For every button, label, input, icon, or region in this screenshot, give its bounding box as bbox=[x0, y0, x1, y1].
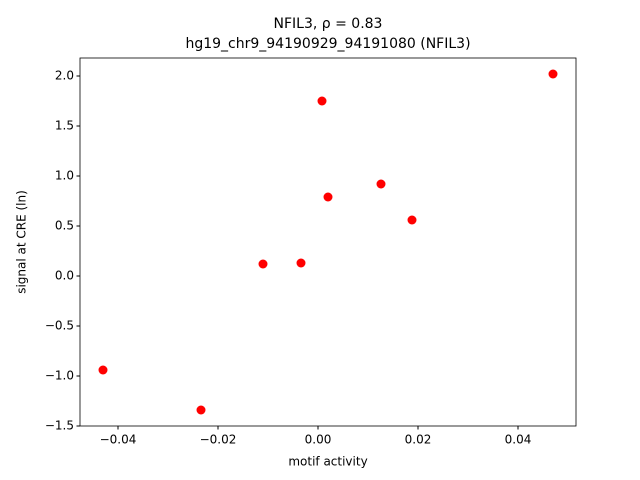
chart-subtitle: hg19_chr9_94190929_94191080 (NFIL3) bbox=[185, 36, 470, 52]
y-tick-label: 2.0 bbox=[55, 69, 74, 83]
point bbox=[98, 365, 108, 375]
x-tick-label: −0.02 bbox=[200, 433, 237, 447]
plot-frame bbox=[79, 57, 577, 427]
y-axis-label: signal at CRE (ln) bbox=[15, 190, 29, 294]
x-tick-label: 0.00 bbox=[305, 433, 332, 447]
y-tick-label: −1.5 bbox=[45, 419, 74, 433]
point bbox=[376, 179, 386, 189]
y-tick-label: 1.5 bbox=[55, 119, 74, 133]
x-tick-label: 0.02 bbox=[405, 433, 432, 447]
point bbox=[296, 258, 306, 268]
y-tick-label: 1.0 bbox=[55, 169, 74, 183]
x-tick-label: 0.04 bbox=[505, 433, 532, 447]
point bbox=[258, 259, 268, 269]
point bbox=[317, 96, 327, 106]
point bbox=[323, 192, 333, 202]
y-tick-label: 0.5 bbox=[55, 219, 74, 233]
y-tick-label: 0.0 bbox=[55, 269, 74, 283]
y-tick-label: −0.5 bbox=[45, 319, 74, 333]
y-tick-label: −1.0 bbox=[45, 369, 74, 383]
point bbox=[548, 69, 558, 79]
chart-title: NFIL3, ρ = 0.83 bbox=[274, 16, 383, 32]
point bbox=[196, 405, 206, 415]
point bbox=[407, 215, 417, 225]
x-tick-label: −0.04 bbox=[100, 433, 137, 447]
x-axis-label: motif activity bbox=[288, 455, 367, 469]
